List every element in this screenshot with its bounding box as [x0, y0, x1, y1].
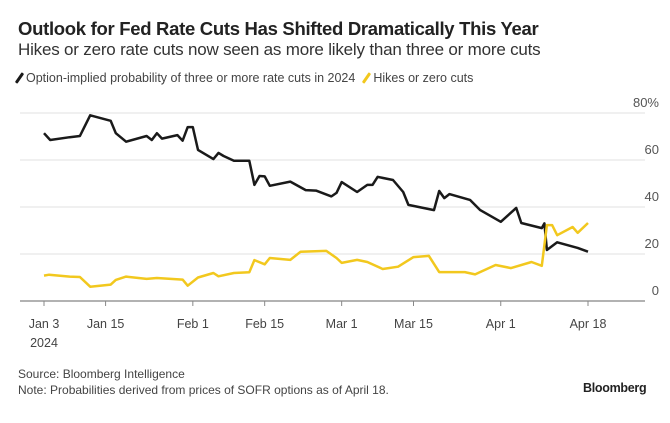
- y-tick-label: 0: [652, 283, 659, 298]
- chart-subtitle: Hikes or zero rate cuts now seen as more…: [18, 40, 541, 59]
- x-tick-label: Mar 15: [394, 317, 433, 331]
- y-tick-label: 60: [645, 142, 659, 157]
- x-tick-label: Jan 15: [87, 317, 125, 331]
- y-tick-label: 20: [645, 236, 659, 251]
- chart-title: Outlook for Fed Rate Cuts Has Shifted Dr…: [18, 18, 539, 39]
- y-tick-label: 40: [645, 189, 659, 204]
- x-tick-label: Jan 3: [29, 317, 60, 331]
- source-note: Source: Bloomberg Intelligence: [18, 367, 185, 381]
- x-tick-label: Feb 1: [177, 317, 209, 331]
- bloomberg-logo: Bloomberg: [583, 381, 647, 395]
- legend-item-three-cuts: Option-implied probability of three or m…: [14, 71, 356, 85]
- x-tick-label: Apr 1: [486, 317, 516, 331]
- legend: Option-implied probability of three or m…: [14, 71, 474, 85]
- x-tick-label: Mar 1: [326, 317, 358, 331]
- x-tick-label: Apr 18: [570, 317, 607, 331]
- y-tick-label: 80%: [633, 95, 659, 110]
- x-tick-label: Feb 15: [245, 317, 284, 331]
- series-line-three-cuts: [43, 114, 589, 253]
- legend-label: Hikes or zero cuts: [373, 71, 474, 85]
- x-tick-year-label: 2024: [30, 336, 58, 350]
- footnote: Note: Probabilities derived from prices …: [18, 383, 389, 397]
- series-line-hikes: [43, 222, 589, 288]
- legend-label: Option-implied probability of three or m…: [26, 71, 356, 85]
- legend-item-hikes: Hikes or zero cuts: [362, 71, 474, 85]
